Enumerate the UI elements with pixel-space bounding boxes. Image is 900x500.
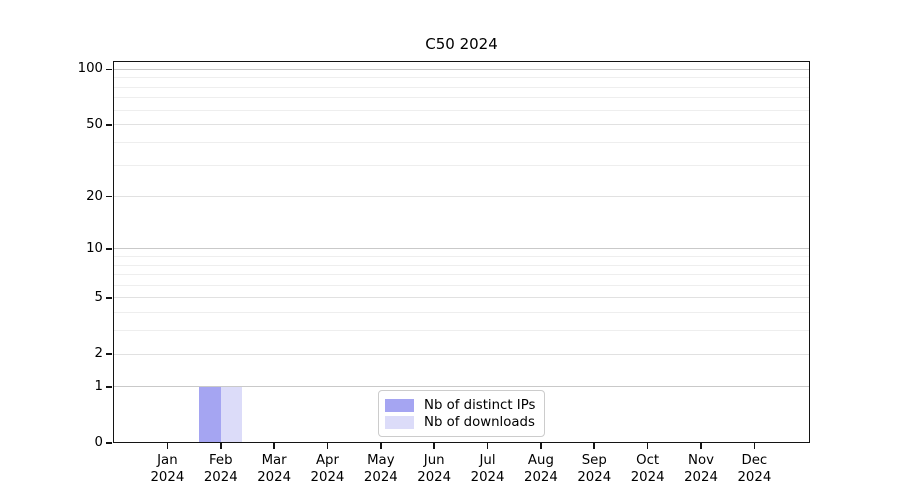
gridline-minor xyxy=(113,141,810,143)
legend: Nb of distinct IPs Nb of downloads xyxy=(378,390,545,437)
y-tick-mark xyxy=(106,353,112,355)
gridline-major xyxy=(113,196,810,198)
gridline-major xyxy=(113,297,810,299)
gridline-minor xyxy=(113,264,810,266)
gridline-minor xyxy=(113,330,810,332)
gridline-minor xyxy=(113,109,810,111)
x-tick-mark xyxy=(433,443,435,449)
y-tick-label: 0 xyxy=(94,435,103,450)
x-tick-mark xyxy=(540,443,542,449)
x-tick-mark xyxy=(380,443,382,449)
gridline-minor xyxy=(113,86,810,88)
y-tick-label: 50 xyxy=(86,116,103,132)
gridline-minor xyxy=(113,164,810,166)
plot-area xyxy=(113,61,810,443)
x-tick-mark xyxy=(646,443,649,449)
gridline-major xyxy=(113,353,810,355)
y-tick-label: 2 xyxy=(94,346,103,362)
x-tick-mark xyxy=(486,443,489,449)
legend-label: Nb of distinct IPs xyxy=(424,397,536,413)
gridline-minor xyxy=(113,274,810,276)
x-tick-label: May 2024 xyxy=(363,453,398,485)
x-tick-mark xyxy=(700,443,702,449)
x-tick-label: Nov 2024 xyxy=(684,453,718,485)
y-tick-mark xyxy=(106,123,112,126)
y-tick-label: 1 xyxy=(94,378,103,394)
x-tick-mark xyxy=(273,443,275,449)
gridline-minor xyxy=(113,77,810,79)
x-tick-label: Dec 2024 xyxy=(737,453,772,485)
x-tick-label: Jan 2024 xyxy=(150,453,185,485)
gridline-minor xyxy=(113,256,810,258)
gridline-minor xyxy=(113,312,810,314)
bar xyxy=(220,386,243,443)
x-tick-label: Sep 2024 xyxy=(577,453,612,485)
gridline-major xyxy=(113,68,810,70)
y-tick-mark xyxy=(106,68,112,71)
y-tick-mark xyxy=(106,248,112,250)
x-tick-label: Oct 2024 xyxy=(630,453,665,485)
legend-swatch xyxy=(385,415,414,429)
x-tick-label: Aug 2024 xyxy=(523,453,558,485)
x-tick-label: Jul 2024 xyxy=(470,453,505,485)
legend-row: Nb of downloads xyxy=(385,414,536,430)
y-tick-label: 100 xyxy=(77,61,103,77)
x-tick-mark xyxy=(326,443,329,449)
y-tick-label: 20 xyxy=(86,188,103,204)
y-tick-label: 5 xyxy=(94,289,103,305)
x-tick-mark xyxy=(219,443,222,449)
bar xyxy=(199,386,221,443)
x-tick-label: Feb 2024 xyxy=(203,453,238,485)
chart-title: C50 2024 xyxy=(425,35,498,53)
x-tick-mark xyxy=(593,443,596,449)
legend-swatch xyxy=(385,398,414,412)
x-tick-label: Apr 2024 xyxy=(310,453,345,485)
gridline-major xyxy=(113,248,810,250)
gridline-minor xyxy=(113,284,810,286)
gridline-major xyxy=(113,124,810,126)
y-tick-mark xyxy=(106,386,112,388)
y-tick-label: 10 xyxy=(86,240,103,256)
legend-row: Nb of distinct IPs xyxy=(385,397,536,413)
gridline-major xyxy=(113,386,810,388)
y-tick-mark xyxy=(106,442,112,444)
gridline-minor xyxy=(113,97,810,99)
x-tick-label: Jun 2024 xyxy=(417,453,452,485)
y-tick-mark xyxy=(106,195,112,198)
x-tick-mark xyxy=(753,443,756,449)
legend-label: Nb of downloads xyxy=(424,414,535,430)
y-tick-mark xyxy=(106,297,112,299)
x-tick-label: Mar 2024 xyxy=(257,453,292,485)
x-tick-mark xyxy=(166,443,169,449)
